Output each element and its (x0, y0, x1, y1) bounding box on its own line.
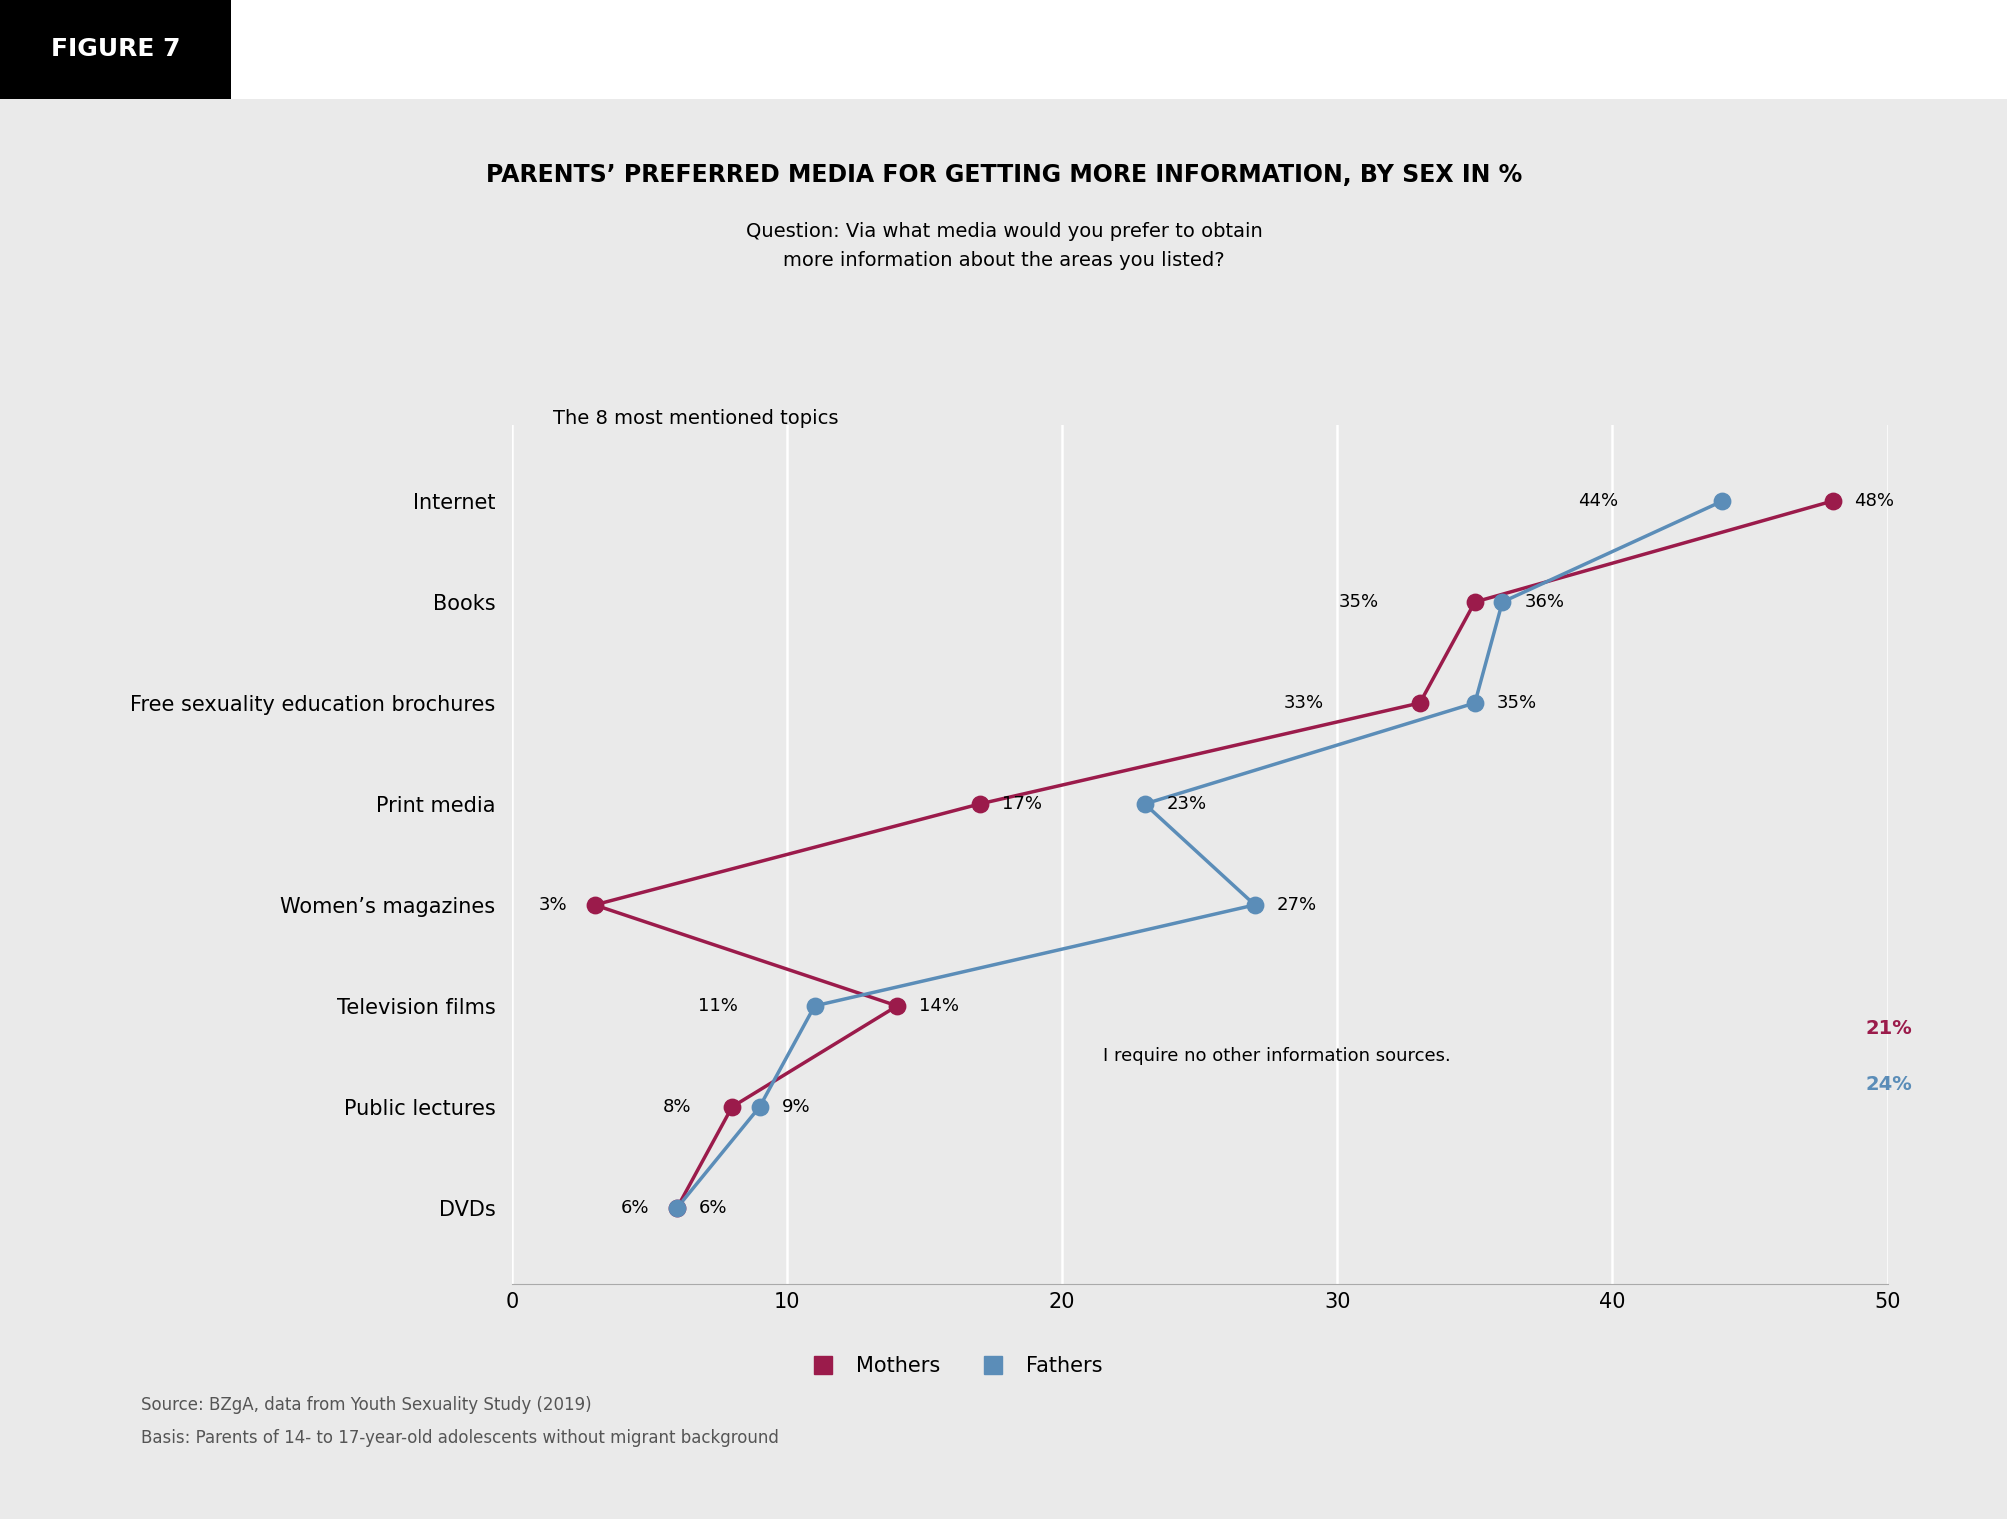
Text: FIGURE 7: FIGURE 7 (50, 38, 181, 61)
Point (660, 1195, 692, 1220)
Text: 14%: 14% (919, 996, 959, 1015)
Text: Question: Via what media would you prefer to obtain
more information about the a: Question: Via what media would you prefe… (745, 222, 1262, 270)
Point (1816, 489, 1848, 513)
Point (1706, 489, 1738, 513)
Text: 35%: 35% (1495, 694, 1535, 712)
Point (963, 791, 995, 816)
Point (1485, 589, 1517, 614)
Text: 44%: 44% (1578, 492, 1618, 510)
Text: Source: BZgA, data from Youth Sexuality Study (2019): Source: BZgA, data from Youth Sexuality … (140, 1396, 590, 1414)
Point (1403, 691, 1435, 715)
Text: 8%: 8% (662, 1098, 690, 1116)
Text: 17%: 17% (1001, 794, 1042, 813)
Text: 27%: 27% (1276, 896, 1317, 914)
Text: 48%: 48% (1854, 492, 1893, 510)
Legend: Mothers, Fathers: Mothers, Fathers (793, 1347, 1110, 1385)
Point (743, 1095, 775, 1120)
Text: The 8 most mentioned topics: The 8 most mentioned topics (554, 409, 839, 428)
Point (799, 993, 831, 1018)
Text: 24%: 24% (1865, 1075, 1911, 1094)
Point (1459, 691, 1491, 715)
Point (660, 1195, 692, 1220)
Text: I require no other information sources.: I require no other information sources. (1104, 1048, 1451, 1065)
Point (1459, 589, 1491, 614)
Text: 21%: 21% (1865, 1019, 1911, 1037)
Text: 11%: 11% (696, 996, 737, 1015)
Text: 23%: 23% (1166, 794, 1206, 813)
Text: Basis: Parents of 14- to 17-year-old adolescents without migrant background: Basis: Parents of 14- to 17-year-old ado… (140, 1429, 779, 1448)
Text: 33%: 33% (1282, 694, 1323, 712)
Text: 6%: 6% (620, 1198, 650, 1217)
Point (578, 893, 610, 917)
Text: 9%: 9% (781, 1098, 811, 1116)
Text: 35%: 35% (1339, 592, 1379, 611)
Text: 36%: 36% (1523, 592, 1563, 611)
Text: PARENTS’ PREFERRED MEDIA FOR GETTING MORE INFORMATION, BY SEX IN %: PARENTS’ PREFERRED MEDIA FOR GETTING MOR… (486, 163, 1521, 187)
Text: 6%: 6% (698, 1198, 727, 1217)
Point (1128, 791, 1160, 816)
Point (881, 993, 913, 1018)
Point (1238, 893, 1270, 917)
Text: 3%: 3% (538, 896, 566, 914)
Point (716, 1095, 749, 1120)
